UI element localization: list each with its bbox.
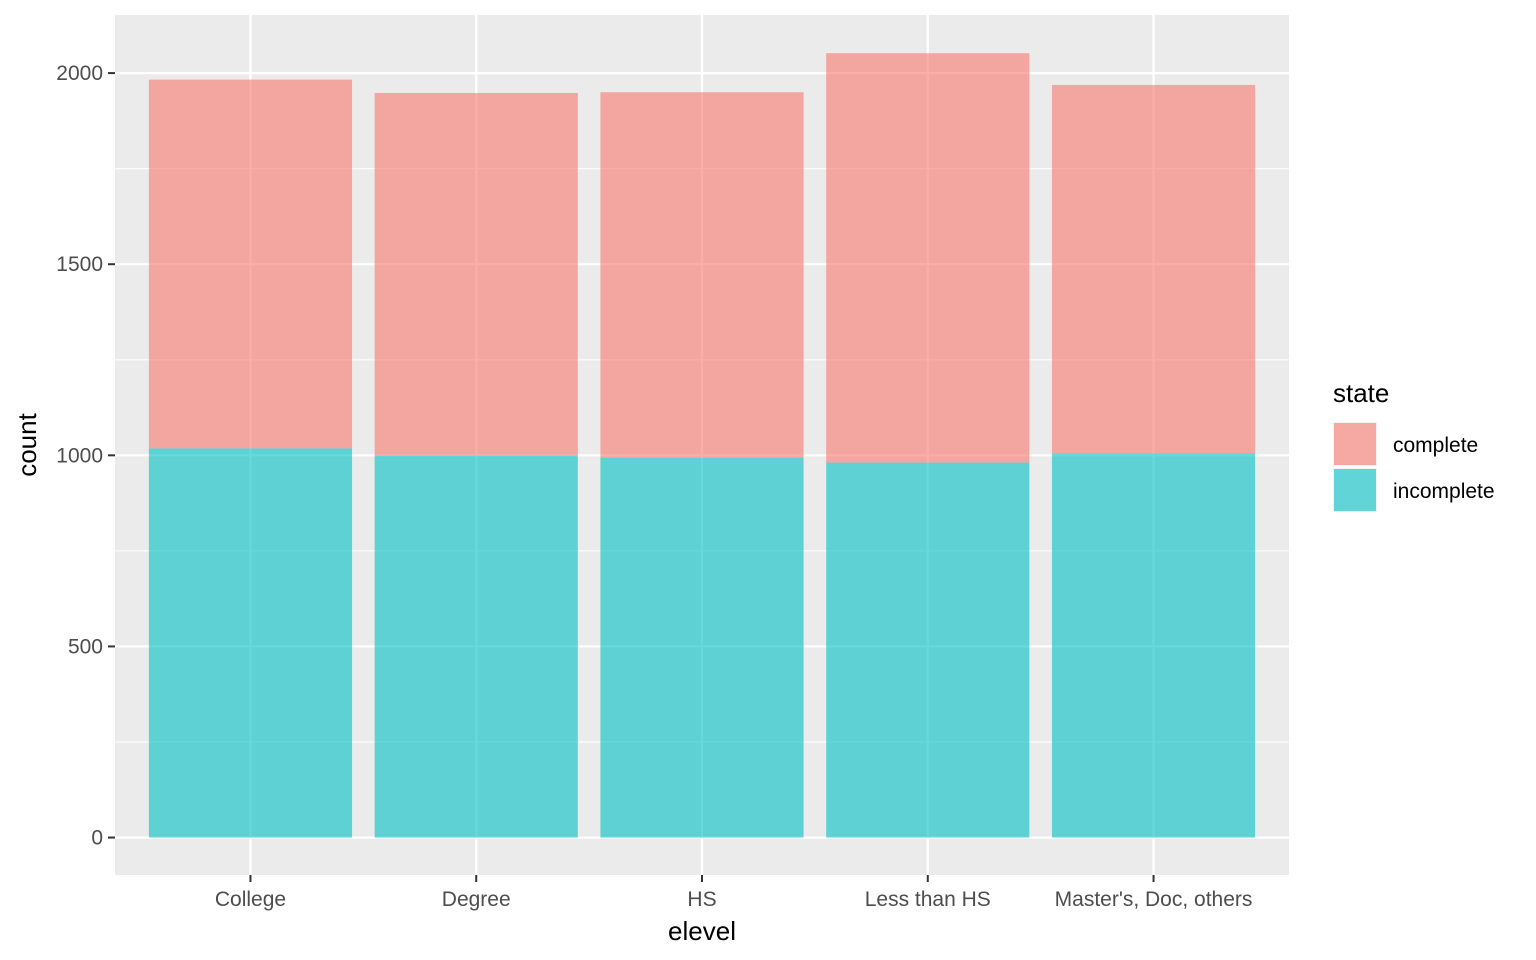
bar-complete (374, 92, 578, 456)
y-tick-label: 0 (91, 827, 103, 850)
x-tick-label: Master's, Doc, others (1055, 888, 1253, 911)
x-tick-label: Less than HS (865, 888, 991, 911)
bar-incomplete (600, 457, 804, 838)
bar-incomplete (1051, 453, 1256, 838)
bar-complete (1051, 84, 1256, 454)
x-tick-label: College (215, 888, 286, 911)
legend-swatch-complete (1334, 423, 1376, 465)
bar-incomplete (148, 448, 353, 838)
y-tick-label: 1500 (56, 253, 103, 276)
bar-complete (826, 53, 1030, 463)
legend: state complete incomplete (1333, 378, 1495, 512)
y-axis-title: count (12, 412, 42, 476)
legend-swatch-incomplete (1334, 469, 1376, 511)
bars (148, 53, 1256, 838)
bar-complete (148, 79, 353, 449)
bar-complete (600, 92, 804, 458)
y-axis: 0 500 1000 1500 2000 (56, 62, 115, 850)
y-tick-label: 2000 (56, 62, 103, 85)
legend-title: state (1333, 378, 1389, 408)
bar-incomplete (374, 455, 578, 838)
legend-label-complete: complete (1393, 434, 1478, 457)
legend-label-incomplete: incomplete (1393, 480, 1495, 503)
x-tick-label: Degree (442, 888, 511, 911)
y-tick-label: 1000 (56, 444, 103, 467)
bar-incomplete (826, 462, 1030, 838)
x-tick-label: HS (687, 888, 716, 911)
x-axis-title: elevel (668, 916, 736, 946)
x-axis: College Degree HS Less than HS Master's, Doc… (215, 875, 1253, 911)
y-tick-label: 500 (68, 635, 103, 658)
